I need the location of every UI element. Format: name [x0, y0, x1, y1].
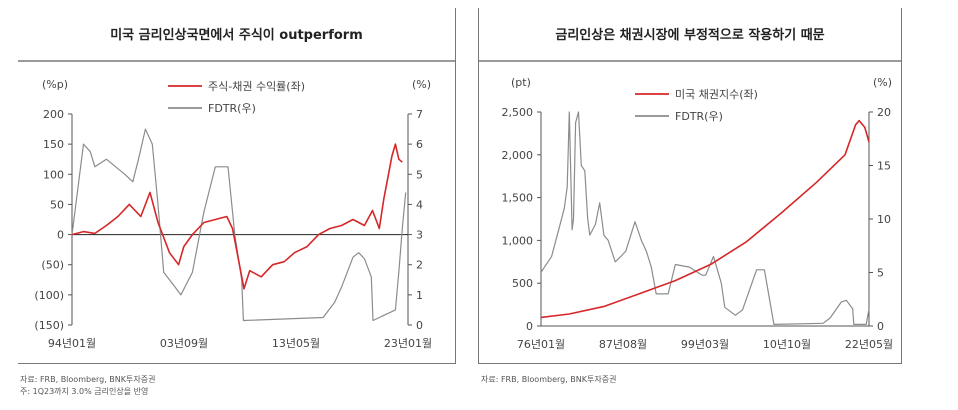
left-tick-label: (50) [41, 259, 64, 272]
legend-label: FDTR(우) [675, 110, 723, 123]
left-chart-title: 미국 금리인상국면에서 주식이 outperform [110, 28, 363, 43]
right-tick-label: 0 [877, 320, 884, 333]
right-tick-label: 1 [416, 289, 423, 302]
x-tick-label: 99년03월 [681, 338, 729, 351]
series-line-fdtr [71, 128, 407, 322]
left-source-note: 자료: FRB, Bloomberg, BNK투자증권 [20, 375, 156, 384]
left-tick-label: 50 [50, 198, 64, 211]
right-axis-unit: (%) [412, 78, 431, 91]
x-tick-label: 22년05월 [845, 338, 893, 351]
right-tick-label: 10 [877, 213, 891, 226]
right-tick-label: 0 [416, 319, 423, 332]
right-title-divider [479, 60, 901, 62]
legend-label: FDTR(우) [208, 102, 256, 115]
series-line-fdtr [540, 111, 870, 325]
left-axis-unit: (pt) [511, 76, 531, 89]
right-chart-plot: (pt) (%) 2,500 2,000 1,500 1,000 500 0 20 15 10 5 0 7… [502, 76, 894, 351]
x-tick-label: 87년08월 [599, 338, 647, 351]
left-tick-label: (150) [34, 319, 64, 332]
right-tick-label: 2 [416, 259, 423, 272]
left-tick-label: 1,500 [502, 192, 534, 205]
right-tick-label: 20 [877, 106, 891, 119]
right-tick-label: 7 [416, 108, 423, 121]
legend-label: 주식-채권 수익률(좌) [208, 80, 305, 93]
x-tick-label: 13년05월 [272, 337, 320, 350]
left-chart-panel: 미국 금리인상국면에서 주식이 outperform (%p) (%) 200 150… [18, 8, 456, 396]
x-tick-label: 23년01월 [384, 337, 432, 350]
right-tick-label: 3 [416, 229, 423, 242]
left-tick-label: 2,000 [502, 149, 534, 162]
left-tick-label: 1,000 [502, 234, 534, 247]
right-tick-label: 4 [416, 198, 423, 211]
left-tick-label: 500 [512, 277, 533, 290]
right-tick-label: 5 [877, 267, 884, 280]
right-axis-unit: (%) [873, 76, 892, 89]
right-chart-title: 금리인상은 채권시장에 부정적으로 작용하기 때문 [555, 28, 825, 43]
left-axis-unit: (%p) [42, 78, 68, 91]
right-tick-label: 5 [416, 168, 423, 181]
left-tick-label: 200 [43, 108, 64, 121]
x-tick-label: 03년09월 [160, 337, 208, 350]
right-chart-panel: 금리인상은 채권시장에 부정적으로 작용하기 때문 (pt) (%) 2,500 2,… [478, 8, 902, 384]
legend-label: 미국 채권지수(좌) [675, 88, 758, 101]
left-tick-label: 0 [57, 229, 64, 242]
right-tick-label: 15 [877, 160, 891, 173]
left-tick-label: 2,500 [502, 106, 534, 119]
right-source-note: 자료: FRB, Bloomberg, BNK투자증권 [481, 375, 617, 384]
series-line-spread [540, 119, 870, 319]
left-footnote: 주: 1Q23까지 3.0% 금리인상을 반영 [20, 387, 149, 396]
right-tick-label: 6 [416, 138, 423, 151]
x-tick-label: 76년01월 [517, 338, 565, 351]
x-tick-label: 94년01월 [48, 337, 96, 350]
left-tick-label: 100 [43, 168, 64, 181]
left-tick-label: 0 [526, 320, 533, 333]
left-tick-label: 150 [43, 138, 64, 151]
left-title-divider [18, 60, 455, 62]
series-line-spread [71, 143, 403, 290]
x-tick-label: 10년10월 [763, 338, 811, 351]
left-chart-plot: (%p) (%) 200 150 100 50 0 (50) (100) (150) 7 6 5 4 3 2 1… [34, 78, 432, 350]
left-tick-label: (100) [34, 289, 64, 302]
